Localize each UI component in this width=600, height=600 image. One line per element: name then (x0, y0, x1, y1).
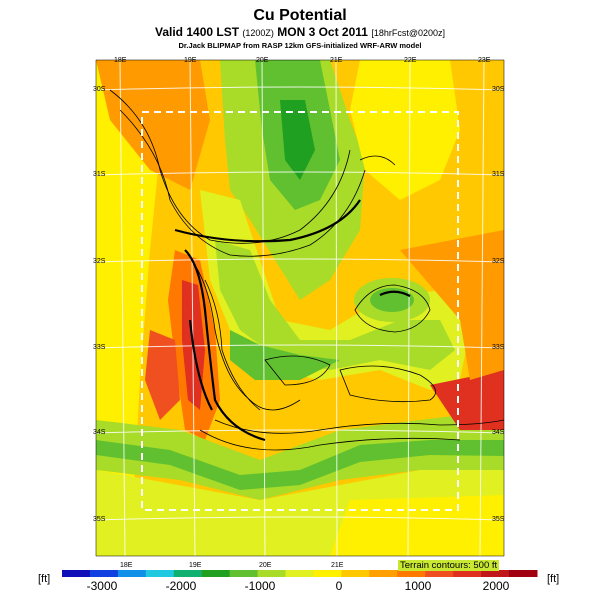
terrain-contours-bold (174, 199, 411, 442)
lon-label-bottom: 21E (331, 562, 344, 569)
colorbar-swatch (117, 570, 147, 577)
graticule (96, 60, 504, 556)
lat-label-left: 32S (93, 258, 106, 265)
lat-label-left: 35S (93, 516, 106, 523)
inner-domain-box (141, 111, 459, 511)
colorbar-swatch (313, 570, 342, 577)
colorbar-label: 1000 (404, 579, 432, 593)
colorbar-label: -1000 (244, 579, 276, 593)
colorbar-unit-right: [ft] (547, 573, 560, 585)
colorbar-swatch (509, 570, 538, 577)
lat-label-right: 32S (492, 258, 505, 265)
colorbar-label: -2000 (165, 579, 197, 593)
colorbar-swatch (201, 570, 231, 577)
lon-label-bottom: 19E (189, 562, 202, 569)
colorbar-swatch (173, 570, 203, 577)
map-title: Cu Potential (253, 7, 347, 24)
colorbar-swatch (481, 570, 510, 577)
colorbar-swatch (425, 570, 454, 577)
colorbar-swatch (145, 570, 175, 577)
map-field (96, 60, 504, 556)
map-credit: Dr.Jack BLIPMAP from RASP 12km GFS-initi… (178, 41, 422, 50)
colorbar-swatch (397, 570, 426, 577)
colorbar (62, 570, 538, 577)
colorbar-swatch (285, 570, 314, 577)
colorbar-label: -3000 (86, 579, 118, 593)
map-subtitle: Valid 1400 LST (1200Z) MON 3 Oct 2011 [1… (155, 25, 445, 39)
lat-label-left: 33S (93, 344, 106, 351)
lon-label-top: 19E (184, 57, 197, 64)
colorbar-swatch (89, 570, 119, 577)
lon-label-top: 22E (404, 57, 417, 64)
map-frame (95, 59, 505, 557)
lon-label-top: 23E (478, 57, 491, 64)
lat-label-left: 34S (93, 429, 106, 436)
lat-label-right: 30S (492, 86, 505, 93)
lon-label-top: 18E (114, 57, 127, 64)
colorbar-swatch (453, 570, 482, 577)
lon-label-bottom: 20E (259, 562, 272, 569)
colorbar-unit-left: [ft] (38, 573, 51, 585)
colorbar-swatch (257, 570, 287, 577)
terrain-contours (109, 89, 504, 451)
colorbar-label: 0 (335, 579, 343, 593)
colorbar-swatch (341, 570, 370, 577)
colorbar-label: 2000 (482, 579, 510, 593)
lon-label-top: 20E (256, 57, 269, 64)
lat-label-right: 35S (492, 516, 505, 523)
lat-label-left: 30S (93, 86, 106, 93)
colorbar-swatch (369, 570, 398, 577)
lat-label-left: 31S (93, 171, 106, 178)
lat-label-right: 33S (492, 344, 505, 351)
colorbar-swatch (62, 570, 91, 577)
lon-label-top: 21E (330, 57, 343, 64)
lat-label-right: 31S (492, 171, 505, 178)
colorbar-swatch (229, 570, 259, 577)
terrain-contours-note: Terrain contours: 500 ft (398, 560, 500, 571)
lat-label-right: 34S (492, 429, 505, 436)
lon-label-bottom: 18E (120, 562, 133, 569)
